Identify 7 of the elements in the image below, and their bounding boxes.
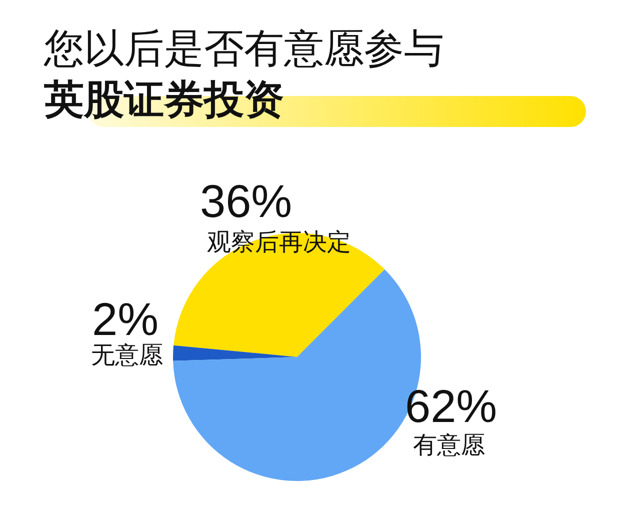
chart-title: 您以后是否有意愿参与	[43, 26, 444, 72]
slice-label: 无意愿	[91, 341, 163, 369]
chart-subtitle: 英股证券投资	[43, 77, 284, 123]
slice-label: 有意愿	[413, 431, 485, 459]
pie-slice	[173, 345, 297, 361]
data-label: 36%	[200, 175, 292, 227]
data-label: 62%	[405, 380, 498, 432]
